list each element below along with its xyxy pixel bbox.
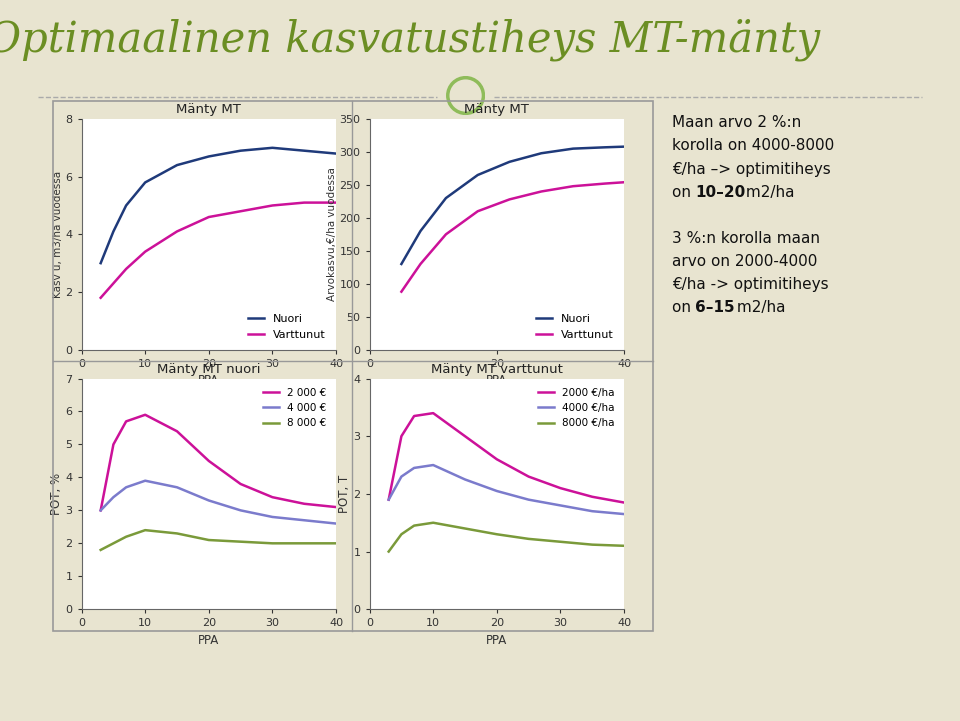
Title: Mänty MT: Mänty MT (465, 103, 529, 116)
Text: 10–20: 10–20 (695, 185, 745, 200)
Text: m2/ha: m2/ha (732, 300, 785, 315)
Text: €/ha -> optimitiheys: €/ha -> optimitiheys (672, 277, 828, 292)
X-axis label: PPA: PPA (198, 374, 220, 387)
Y-axis label: POT, T: POT, T (338, 474, 350, 513)
Y-axis label: Kasv u, m3/ha vuodessa: Kasv u, m3/ha vuodessa (53, 171, 62, 298)
Text: €/ha –> optimitiheys: €/ha –> optimitiheys (672, 162, 830, 177)
Text: on: on (672, 185, 696, 200)
Text: Maan arvo 2 %:n: Maan arvo 2 %:n (672, 115, 802, 131)
Title: Mänty MT: Mänty MT (177, 103, 241, 116)
Legend: 2 000 €, 4 000 €, 8 000 €: 2 000 €, 4 000 €, 8 000 € (259, 384, 331, 433)
Y-axis label: Arvokasvu,€/ha vuodessa: Arvokasvu,€/ha vuodessa (326, 167, 337, 301)
X-axis label: PPA: PPA (486, 374, 508, 387)
Text: Optimaalinen kasvatustiheys MT-mänty: Optimaalinen kasvatustiheys MT-mänty (0, 19, 820, 61)
Text: on: on (672, 300, 696, 315)
Text: m2/ha: m2/ha (741, 185, 795, 200)
Text: korolla on 4000-8000: korolla on 4000-8000 (672, 138, 834, 154)
Title: Mänty MT nuori: Mänty MT nuori (157, 363, 260, 376)
Y-axis label: POT, %: POT, % (50, 473, 62, 515)
Legend: 2000 €/ha, 4000 €/ha, 8000 €/ha: 2000 €/ha, 4000 €/ha, 8000 €/ha (534, 384, 619, 433)
X-axis label: PPA: PPA (486, 634, 508, 647)
Title: Mänty MT varttunut: Mänty MT varttunut (431, 363, 563, 376)
Legend: Nuori, Varttunut: Nuori, Varttunut (531, 310, 618, 344)
Text: 6–15: 6–15 (695, 300, 734, 315)
X-axis label: PPA: PPA (198, 634, 220, 647)
Text: 3 %:n korolla maan: 3 %:n korolla maan (672, 231, 820, 246)
Legend: Nuori, Varttunut: Nuori, Varttunut (243, 310, 330, 344)
Text: arvo on 2000-4000: arvo on 2000-4000 (672, 254, 817, 269)
